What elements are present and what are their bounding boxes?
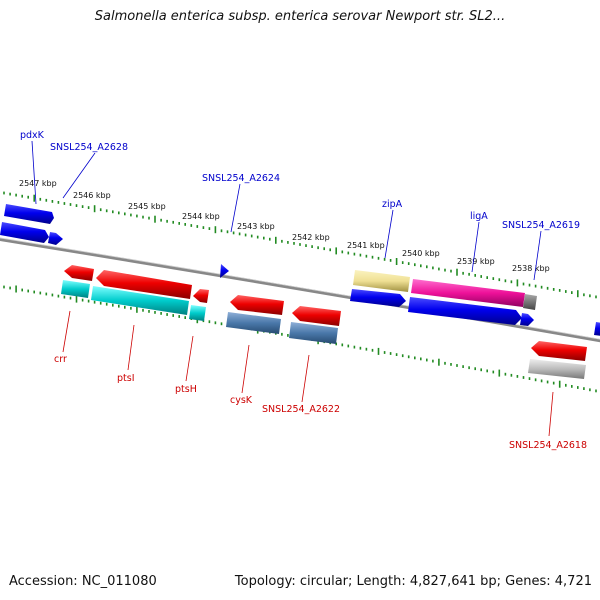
gene-ligA-pseudo[interactable] [411,279,525,307]
gene-crr[interactable] [61,280,90,298]
kbp-label-2542: 2542 kbp [292,233,330,242]
gene-pdxK[interactable] [4,204,54,224]
label-ligA[interactable]: ligA [470,211,488,222]
kbp-label-2539: 2539 kbp [457,257,495,266]
reverse-gene-labels: crr ptsI ptsH cysK SNSL254_A2622 SNSL254… [54,354,587,451]
forward-tick-track [3,191,597,299]
label-SNSL254_A2622[interactable]: SNSL254_A2622 [262,404,340,415]
label-ptsI[interactable]: ptsI [117,373,135,384]
forward-genes [0,204,600,336]
gene-zipA-pseudo[interactable] [353,270,410,292]
gene-ptsH[interactable] [189,305,206,321]
reverse-label-leaders [62,310,554,437]
label-pdxK[interactable]: pdxK [20,130,45,141]
gene-ptsH-cds[interactable] [193,289,209,303]
label-ptsH[interactable]: ptsH [175,384,197,395]
kbp-label-2546: 2546 kbp [73,191,111,200]
gene-small-forward-1[interactable] [48,232,63,245]
gene-SNSL254_A2618-cds[interactable] [531,341,587,361]
gene-zipA[interactable] [350,289,406,307]
gene-cysK-cds[interactable] [230,295,284,315]
gene-edge-forward[interactable] [594,322,600,336]
kbp-label-2544: 2544 kbp [182,212,220,221]
backbone [0,237,600,343]
gene-SNSL254_A2622-cds[interactable] [292,306,341,326]
gene-SNSL254_A2619[interactable] [520,313,534,326]
label-SNSL254_A2624[interactable]: SNSL254_A2624 [202,173,280,184]
reverse-genes [61,265,587,379]
gene-ptsI[interactable] [91,286,189,315]
forward-label-leaders [31,140,542,281]
gene-SNSL254_A2618[interactable] [528,359,586,379]
label-zipA[interactable]: zipA [382,199,403,210]
label-SNSL254_A2619[interactable]: SNSL254_A2619 [502,220,580,231]
label-SNSL254_A2628[interactable]: SNSL254_A2628 [50,142,128,153]
gene-ligA[interactable] [408,297,522,325]
gene-edge-dark[interactable] [523,294,537,310]
forward-gene-labels: pdxK SNSL254_A2628 SNSL254_A2624 zipA li… [20,130,580,231]
gene-cysK[interactable] [226,312,281,334]
kbp-label-2540: 2540 kbp [402,249,440,258]
gene-crr-cds[interactable] [64,265,94,281]
kbp-label-2541: 2541 kbp [347,241,385,250]
kbp-label-2547: 2547 kbp [19,179,57,188]
kbp-labels: 2547 kbp 2546 kbp 2545 kbp 2544 kbp 2543… [19,179,550,273]
kbp-label-2545: 2545 kbp [128,202,166,211]
label-crr[interactable]: crr [54,354,67,365]
gene-SNSL254_A2624[interactable] [220,264,229,278]
map-title: Salmonella enterica subsp. enterica sero… [94,9,506,24]
gene-SNSL254_A2622[interactable] [289,322,338,344]
accession-text: Accession: NC_011080 [9,574,157,589]
kbp-label-2538: 2538 kbp [512,264,550,273]
gene-SNSL254_A2628[interactable] [0,222,49,243]
kbp-label-2543: 2543 kbp [237,222,275,231]
gene-ptsI-cds[interactable] [96,270,192,299]
topology-summary: Topology: circular; Length: 4,827,641 bp… [234,574,592,589]
label-SNSL254_A2618[interactable]: SNSL254_A2618 [509,440,587,451]
label-cysK[interactable]: cysK [230,395,253,406]
